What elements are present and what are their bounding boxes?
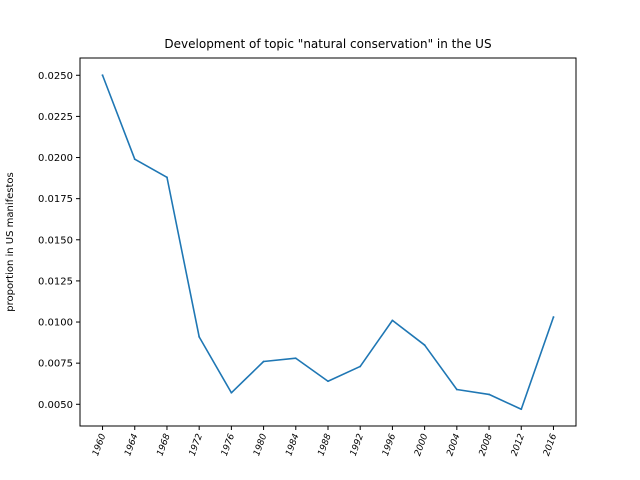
plot-area-frame [79,57,577,427]
data-point [166,176,168,179]
data-point [327,380,329,383]
y-axis: 0.0050 0.0075 0.0100 0.0125 0.0150 0.0175 0.02… [38,71,80,411]
data-point [101,74,104,77]
data-point [455,388,458,391]
y-tick-label: 0.0150 [38,235,73,246]
series-layer [101,74,555,411]
data-point [230,391,233,394]
y-tick-label: 0.0075 [38,359,73,370]
y-tick-label: 0.0200 [38,153,73,164]
y-tick-label: 0.0100 [38,318,73,329]
data-point [552,316,555,318]
y-tick-label: 0.0250 [38,71,73,82]
data-point [198,335,201,338]
data-point [359,365,362,368]
data-point [423,344,426,346]
data-point [133,158,136,161]
y-tick-label: 0.0050 [38,400,73,411]
data-point [294,357,297,360]
data-point [262,360,265,363]
data-point [488,393,490,396]
y-tick-label: 0.0125 [38,276,73,287]
y-axis-label: proportion in US manifestos [5,172,16,312]
data-point [520,408,523,411]
y-tick-label: 0.0225 [38,112,73,123]
y-tick-label: 0.0175 [38,194,73,205]
chart-title: Development of topic "natural conservati… [164,37,491,51]
data-point [391,319,394,322]
